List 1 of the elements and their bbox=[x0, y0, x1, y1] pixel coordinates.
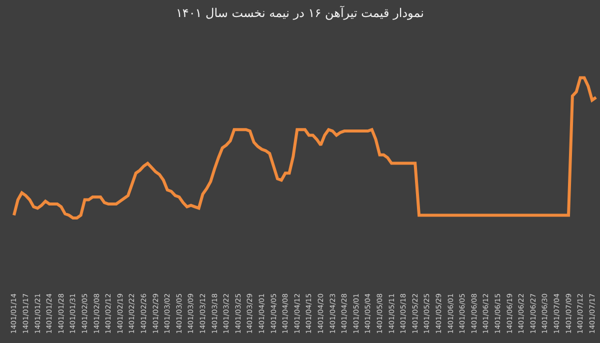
chart-title: نمودار قیمت تیرآهن ۱۶ در نیمه نخست سال ۱۴۰۱ bbox=[176, 4, 424, 20]
